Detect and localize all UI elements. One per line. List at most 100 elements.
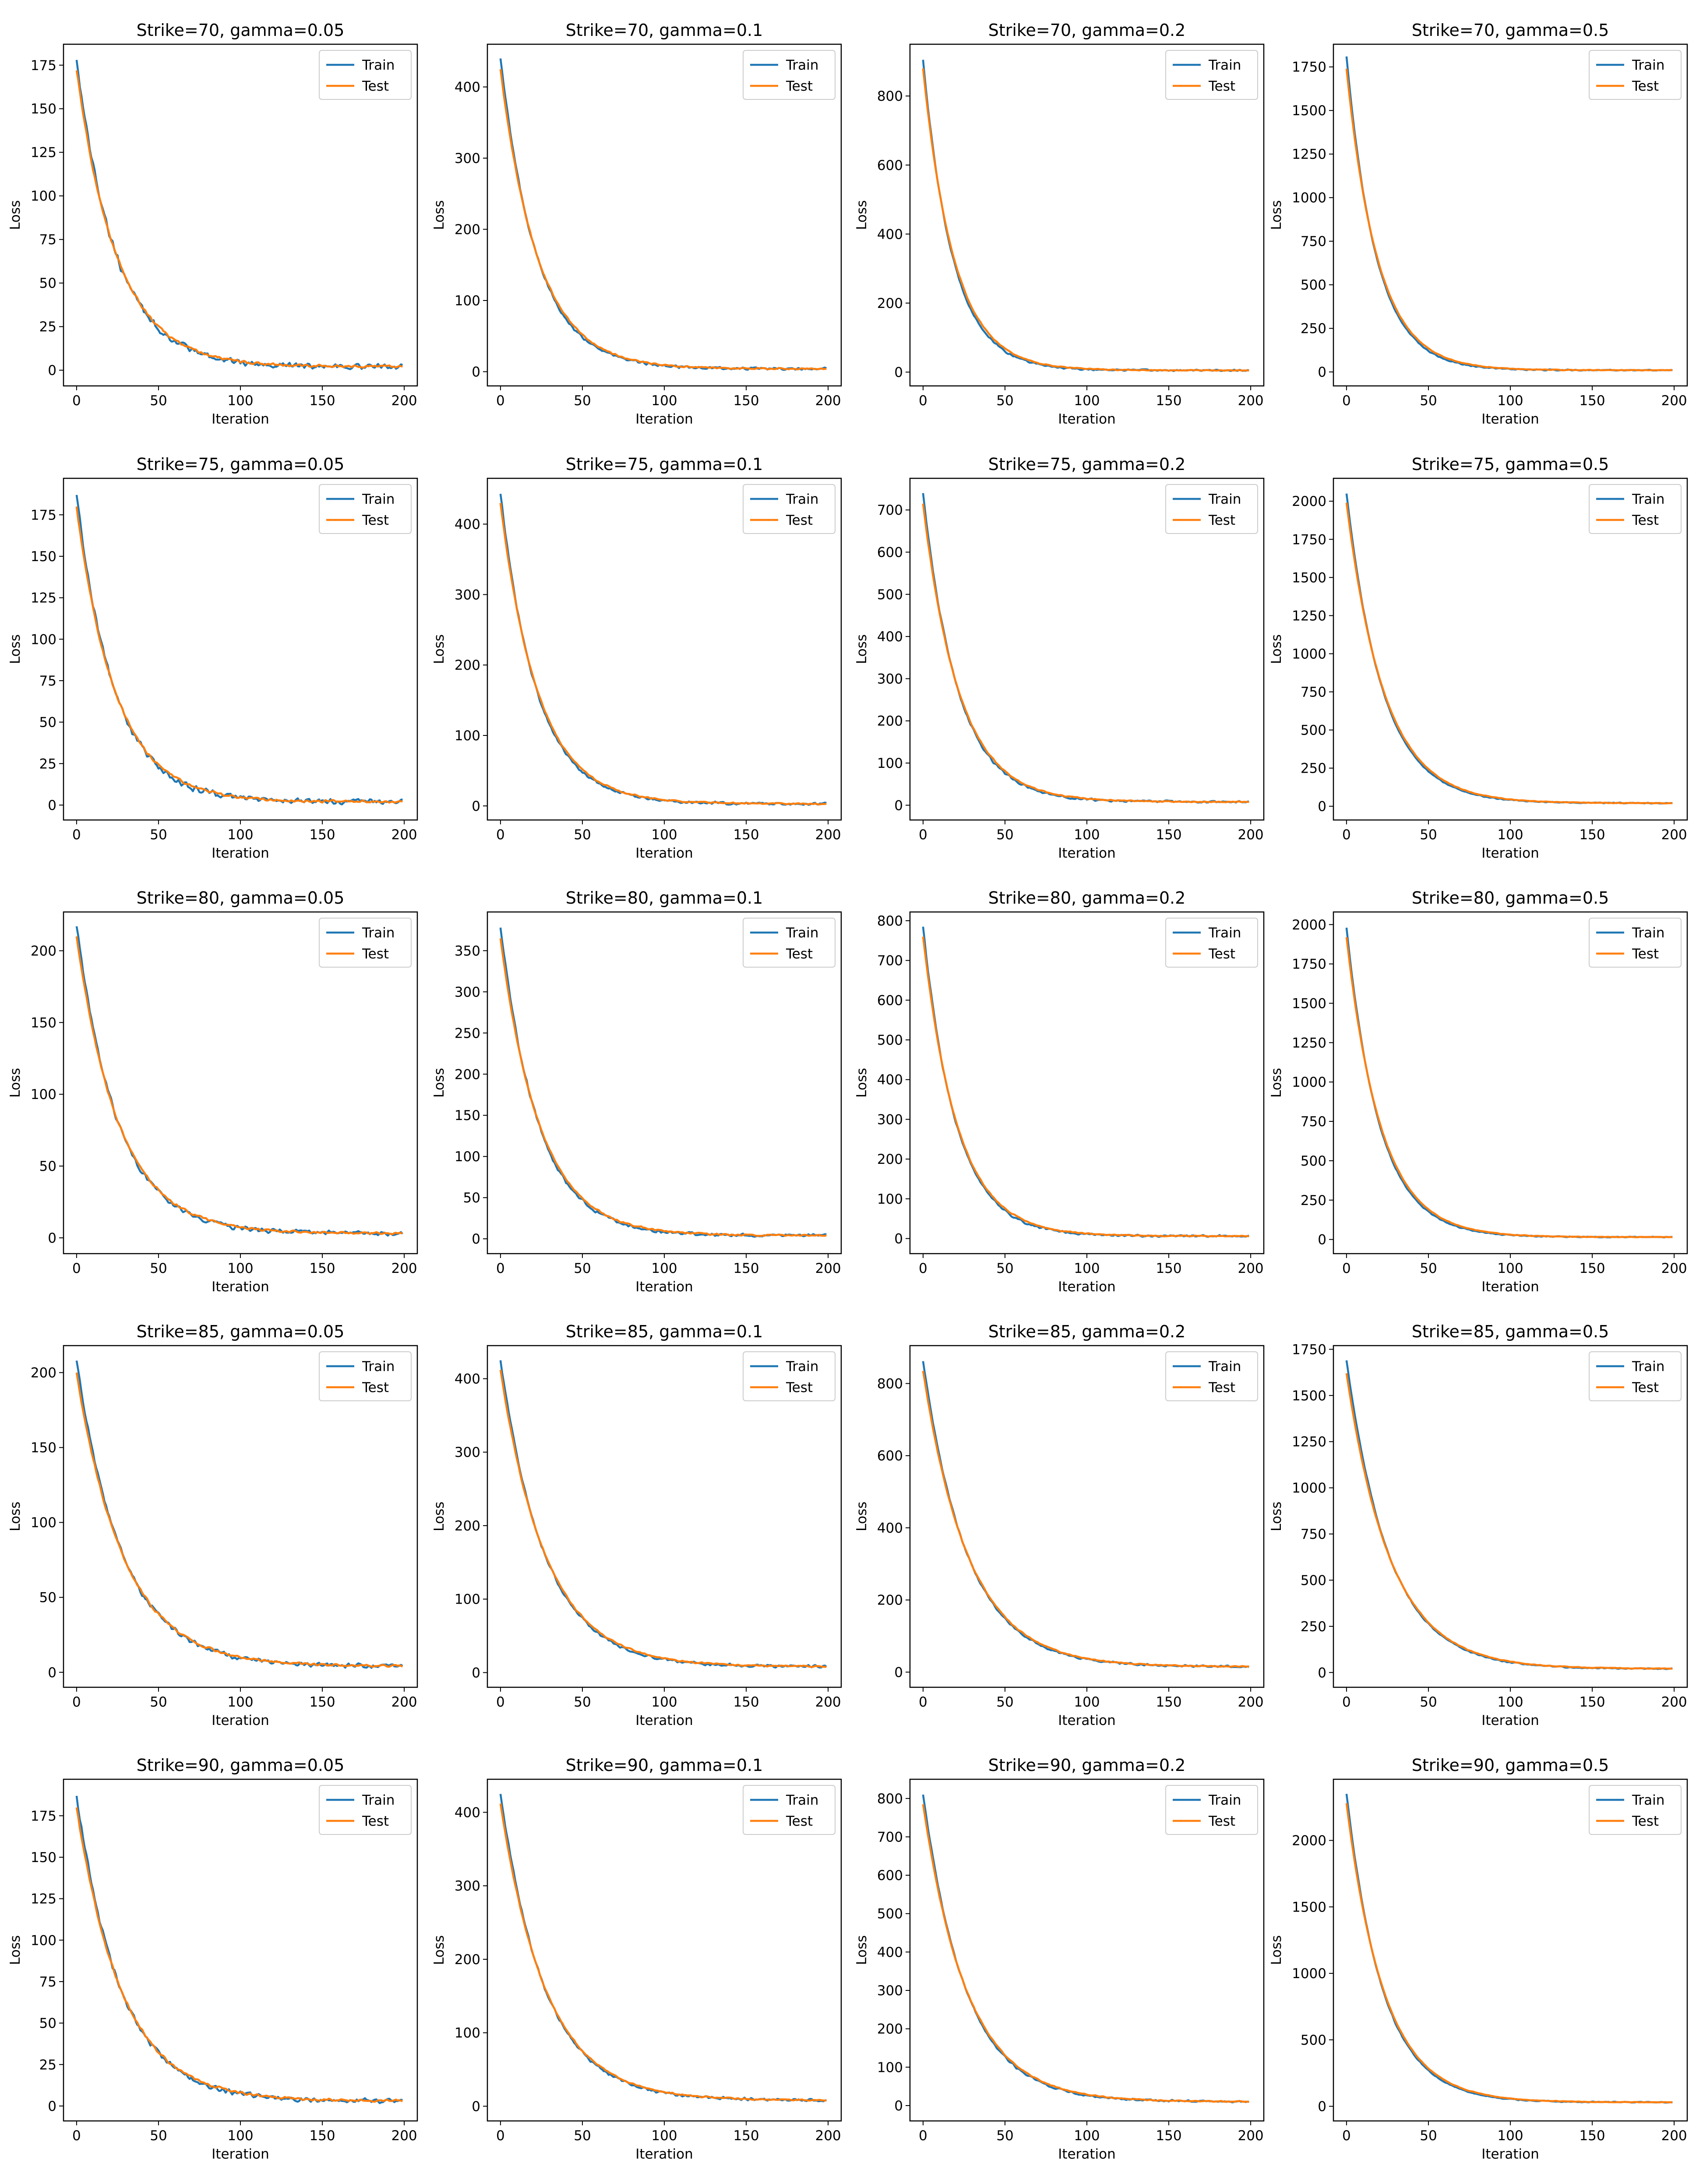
y-tick-label: 175 (31, 58, 56, 74)
chart-title: Strike=90, gamma=0.5 (1412, 1756, 1609, 1775)
y-tick-label: 500 (1301, 1573, 1326, 1588)
y-tick-label: 200 (455, 222, 480, 238)
y-axis-label: Loss (7, 634, 23, 664)
y-tick-label: 50 (39, 276, 56, 291)
y-tick-label: 100 (455, 1592, 480, 1608)
y-tick-label: 1500 (1292, 996, 1326, 1011)
y-tick-label: 400 (877, 1072, 903, 1088)
chart-title: Strike=85, gamma=0.1 (566, 1322, 763, 1341)
y-tick-label: 0 (894, 364, 903, 380)
x-tick-label: 150 (309, 827, 335, 843)
y-tick-label: 400 (455, 80, 480, 95)
x-axis-label: Iteration (635, 2146, 693, 2162)
y-axis-label: Loss (854, 200, 870, 230)
x-tick-label: 50 (574, 1694, 591, 1710)
y-tick-label: 800 (877, 1791, 903, 1807)
y-tick-label: 100 (877, 756, 903, 771)
x-axis-label: Iteration (635, 1279, 693, 1295)
x-axis-label: Iteration (1058, 411, 1116, 427)
y-tick-label: 1750 (1292, 957, 1326, 972)
x-tick-label: 100 (227, 1261, 253, 1276)
y-axis-label: Loss (854, 634, 870, 664)
test-series-line (922, 1371, 1249, 1668)
y-tick-label: 600 (877, 993, 903, 1008)
y-tick-label: 350 (455, 943, 480, 959)
y-tick-label: 600 (877, 1868, 903, 1884)
y-tick-label: 400 (877, 629, 903, 645)
y-tick-label: 200 (877, 1152, 903, 1167)
train-series-line (75, 926, 403, 1237)
y-tick-label: 0 (48, 1230, 56, 1246)
y-tick-label: 0 (894, 1665, 903, 1680)
y-tick-label: 25 (39, 756, 56, 772)
test-series-line (922, 936, 1249, 1238)
x-tick-label: 0 (919, 393, 927, 409)
subplot: Strike=85, gamma=0.05 0 50 100 150 200 0 50 100 1… (7, 1322, 418, 1728)
y-tick-label: 125 (31, 145, 56, 161)
legend: Train Test (319, 1351, 412, 1401)
y-tick-label: 100 (455, 293, 480, 309)
x-tick-label: 50 (574, 1261, 591, 1276)
y-tick-label: 100 (877, 1191, 903, 1207)
legend-train-label: Train (1208, 1792, 1241, 1808)
subplot: Strike=80, gamma=0.50 50 100 150 20002505007… (1269, 888, 1688, 1295)
test-series-line (75, 1807, 403, 2103)
x-tick-label: 200 (391, 393, 417, 409)
y-tick-label: 50 (39, 2016, 56, 2032)
y-axis-label: Loss (854, 1502, 870, 1531)
train-series-line (499, 494, 827, 806)
y-tick-label: 800 (877, 1376, 903, 1392)
y-tick-label: 100 (455, 728, 480, 744)
x-tick-label: 100 (1074, 827, 1100, 843)
subplot: Strike=90, gamma=0.1 0 50 100 150 200 0 100 200 3… (431, 1756, 842, 2162)
y-tick-label: 0 (48, 1665, 56, 1681)
y-tick-label: 0 (48, 363, 56, 378)
x-tick-label: 0 (1342, 827, 1351, 843)
legend-test-label: Test (362, 512, 389, 528)
y-tick-label: 250 (1301, 761, 1326, 777)
x-tick-label: 150 (1156, 1694, 1181, 1710)
legend-train-label: Train (362, 925, 395, 941)
legend: Train Test (319, 918, 412, 968)
x-tick-label: 50 (574, 827, 591, 843)
legend-test-label: Test (786, 1380, 813, 1396)
x-tick-label: 0 (919, 827, 927, 843)
y-tick-label: 2000 (1292, 917, 1326, 933)
x-tick-label: 100 (227, 827, 253, 843)
subplot: Strike=85, gamma=0.1 0 50 100 150 200 0 100 200 3… (431, 1322, 842, 1728)
x-tick-label: 50 (1420, 2128, 1437, 2144)
legend-test-label: Test (1632, 946, 1659, 962)
x-axis-label: Iteration (1058, 1279, 1116, 1295)
subplot: Strike=75, gamma=0.2 0 50 100 150 200 0 100 200 3… (854, 455, 1265, 861)
chart-title: Strike=70, gamma=0.05 (137, 21, 345, 40)
test-series-line (1345, 502, 1673, 805)
x-tick-label: 200 (1661, 827, 1687, 843)
y-tick-label: 2000 (1292, 1833, 1326, 1849)
legend: Train Test (1589, 50, 1682, 100)
test-series-line (75, 506, 403, 804)
legend-test-label: Test (1632, 1380, 1659, 1396)
y-tick-label: 1000 (1292, 1074, 1326, 1090)
y-tick-label: 0 (1318, 1665, 1326, 1681)
subplot: Strike=70, gamma=0.1 0 50 100 150 200 0 100 200 3… (431, 21, 842, 427)
x-axis-label: Iteration (635, 1713, 693, 1728)
x-tick-label: 150 (1579, 393, 1605, 409)
y-tick-label: 1250 (1292, 608, 1326, 624)
y-tick-label: 200 (877, 714, 903, 729)
y-tick-label: 300 (877, 1112, 903, 1127)
x-tick-label: 100 (651, 1261, 677, 1276)
y-tick-label: 400 (877, 1520, 903, 1536)
x-tick-label: 200 (815, 827, 841, 843)
x-axis-label: Iteration (212, 411, 269, 427)
y-tick-label: 400 (877, 226, 903, 242)
chart-title: Strike=75, gamma=0.5 (1412, 455, 1609, 474)
train-series-line (922, 60, 1249, 372)
legend-train-label: Train (1632, 57, 1664, 73)
x-tick-label: 150 (733, 1261, 759, 1276)
train-series-line (1345, 493, 1673, 805)
x-tick-label: 0 (72, 827, 81, 843)
x-tick-label: 150 (733, 827, 759, 843)
y-tick-label: 125 (31, 590, 56, 606)
x-tick-label: 150 (1156, 1261, 1181, 1276)
